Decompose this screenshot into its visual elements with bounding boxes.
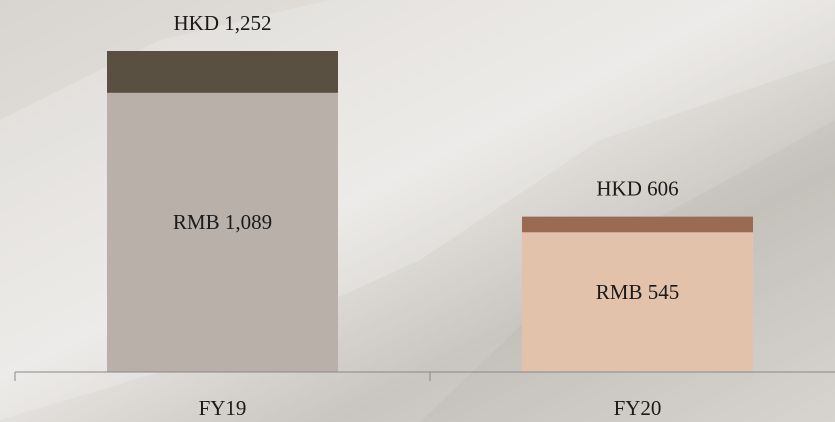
x-tick-label: FY20 bbox=[614, 396, 662, 420]
value-label: HKD 1,252 bbox=[174, 11, 272, 35]
x-tick-label: FY19 bbox=[199, 396, 247, 420]
chart: HKD 1,252 RMB 1,089 FY19 HKD 606 RMB 545 FY20 bbox=[0, 0, 835, 422]
value-label: RMB 1,089 bbox=[173, 210, 272, 234]
value-label: RMB 545 bbox=[596, 280, 679, 304]
page: {"chart_data": {"type": "overlap-bar", "… bbox=[0, 0, 835, 422]
value-label: HKD 606 bbox=[596, 176, 678, 200]
